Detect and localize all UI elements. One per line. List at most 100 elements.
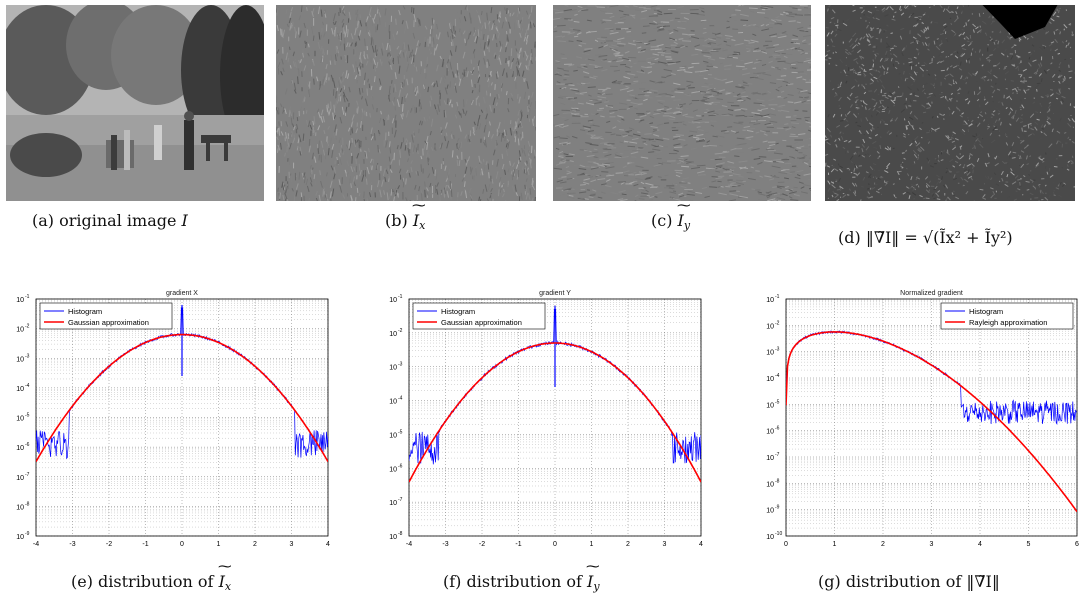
x-tick-label: -4 [33,541,39,548]
y-tick-exponent: -8 [25,501,30,507]
series-approximation [36,333,328,463]
chart-title: Normalized gradient [900,290,963,297]
y-tick-exponent: -2 [25,324,30,330]
y-tick-exponent: -3 [25,353,30,359]
caption-f-var: I [587,572,593,591]
chart-title: gradient X [166,290,198,297]
y-tick-label: 10 [766,297,774,304]
y-tick-label: 10 [389,500,397,507]
x-tick-label: 0 [784,541,788,548]
x-tick-label: -2 [106,541,112,548]
y-tick-label: 10 [766,508,774,515]
caption-e-var: I [219,572,225,591]
y-tick-label: 10 [766,350,774,357]
caption-c-var: I [678,211,684,230]
caption-f-sub: y [593,580,600,593]
caption-a-var: I [181,211,188,230]
chart-gradient-x: gradient X-4 -3 -2 -1 0 1 2 3 410 -110 -210 -310 -41… [16,290,330,548]
y-tick-exponent: -5 [775,399,780,405]
y-tick-exponent: -1 [775,294,780,300]
legend: Histogram Gaussian approximation [39,302,173,330]
caption-c: (c) Iy [651,211,690,232]
caption-a: (a) original image I [32,211,188,230]
caption-b-var: I [413,211,419,230]
caption-b-sub: x [419,219,426,232]
caption-g: (g) distribution of ‖∇̃I‖ [818,572,1000,591]
y-tick-exponent: -10 [775,531,782,537]
gradient-x-texture [276,5,536,201]
y-tick-label: 10 [16,386,24,393]
legend-entry: Histogram [441,307,475,316]
x-tick-label: -4 [406,541,412,548]
gradient-x-image [276,5,536,201]
x-tick-label: -1 [515,541,521,548]
y-tick-label: 10 [16,475,24,482]
x-tick-label: 6 [1075,541,1079,548]
y-tick-exponent: -1 [398,294,403,300]
caption-f-text: (f) distribution of [443,572,588,591]
y-tick-exponent: -6 [25,442,30,448]
x-tick-label: 1 [217,541,221,548]
y-tick-label: 10 [766,455,774,462]
caption-g-formula: ‖∇̃I‖ [966,572,1000,591]
y-tick-exponent: -5 [25,413,30,419]
gradient-y-image [553,5,811,201]
y-tick-label: 10 [389,432,397,439]
legend-entry: Gaussian approximation [441,318,522,327]
gradient-norm-texture [825,5,1075,201]
caption-b: (b) Ix [385,211,425,232]
y-tick-label: 10 [389,399,397,406]
y-tick-exponent: -6 [398,463,403,469]
y-tick-label: 10 [766,376,774,383]
x-tick-label: -3 [69,541,75,548]
grid [785,298,1078,537]
x-tick-label: 2 [253,541,257,548]
y-tick-exponent: -4 [25,383,30,389]
y-tick-label: 10 [389,297,397,304]
caption-e: (e) distribution of Ix [71,572,231,593]
x-tick-label: 5 [1027,541,1031,548]
x-tick-label: -3 [442,541,448,548]
y-tick-label: 10 [766,323,774,330]
texture-strokes [825,5,1075,201]
y-tick-exponent: -4 [775,373,780,379]
caption-a-text: (a) original image [32,211,182,230]
y-tick-label: 10 [766,429,774,436]
x-tick-label: 4 [326,541,330,548]
caption-g-text: (g) distribution of [818,572,967,591]
legend-entry: Gaussian approximation [68,318,149,327]
y-tick-label: 10 [389,466,397,473]
y-tick-exponent: -8 [775,478,780,484]
texture-strokes [276,5,536,201]
y-tick-label: 10 [766,534,774,541]
y-tick-label: 10 [766,402,774,409]
y-tick-exponent: -1 [25,294,30,300]
y-tick-exponent: -7 [25,472,30,478]
axes-box [785,298,1078,537]
y-tick-exponent: -3 [398,362,403,368]
y-tick-label: 10 [389,365,397,372]
legend-entry: Histogram [969,307,1003,316]
y-tick-exponent: -5 [398,429,403,435]
x-tick-label: 1 [833,541,837,548]
caption-d-text: (d) [838,228,866,247]
caption-c-text: (c) [651,211,678,230]
y-tick-exponent: -9 [25,531,30,537]
chart-title: gradient Y [539,290,571,297]
series-approximation [786,331,1077,513]
y-tick-label: 10 [16,297,24,304]
x-tick-label: -1 [142,541,148,548]
y-tick-exponent: -6 [775,426,780,432]
axes-box [35,298,329,537]
legend: Histogram Rayleigh approximation [940,302,1074,330]
caption-e-text: (e) distribution of [71,572,219,591]
series-approximation [409,342,701,483]
y-tick-exponent: -3 [775,347,780,353]
x-tick-label: 3 [930,541,934,548]
x-tick-label: 4 [699,541,703,548]
caption-e-sub: x [224,580,232,593]
x-tick-label: 2 [881,541,885,548]
y-tick-exponent: -8 [398,531,403,537]
x-tick-label: 0 [180,541,184,548]
